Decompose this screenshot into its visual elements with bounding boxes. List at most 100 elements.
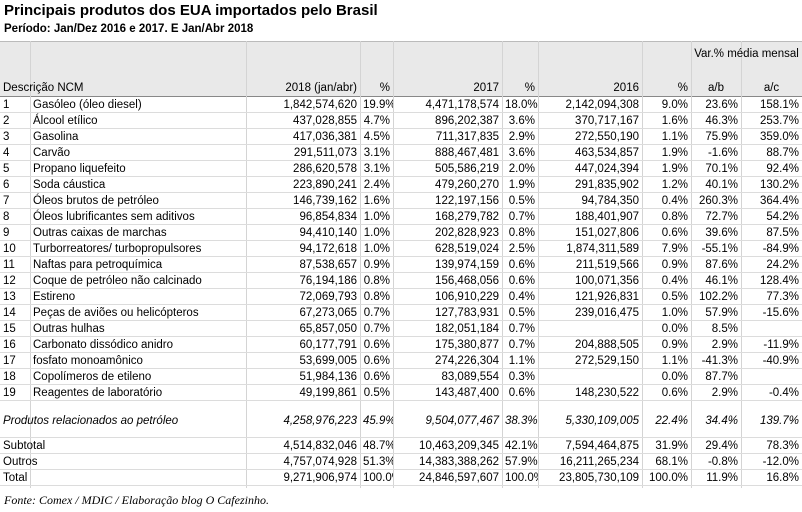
value-cell: 9,504,077,467	[425, 415, 499, 427]
value-cell: 505,586,219	[435, 163, 499, 175]
value-cell: -15.6%	[762, 307, 799, 319]
value-cell: 24.2%	[766, 259, 799, 271]
group-header: Var.% média mensal	[694, 48, 799, 60]
value-cell: 139,974,159	[435, 259, 499, 271]
value-cell: 151,027,806	[575, 227, 639, 239]
value-cell: 148,230,522	[575, 387, 639, 399]
value-cell: -55.1%	[701, 243, 738, 255]
value-cell: 437,028,855	[293, 115, 357, 127]
value-cell: 22.4%	[655, 415, 688, 427]
value-cell	[538, 369, 642, 385]
row-index: 14	[3, 307, 16, 319]
value-cell: 2,142,094,308	[565, 99, 639, 111]
value-cell: 3.6%	[508, 147, 535, 159]
column-header: a/b	[708, 82, 724, 94]
value-cell: 78.3%	[766, 440, 799, 452]
value-cell: 0.6%	[363, 371, 390, 383]
product-name: Outras caixas de marchas	[33, 227, 167, 239]
value-cell: 2.4%	[363, 179, 390, 191]
value-cell: 0.6%	[363, 339, 390, 351]
value-cell: 0.6%	[661, 227, 688, 239]
value-cell: 274,226,304	[435, 355, 499, 367]
value-cell: 45.9%	[363, 415, 393, 427]
value-cell: 204,888,505	[575, 339, 639, 351]
row-index: 10	[3, 243, 16, 255]
row-line	[0, 240, 802, 241]
row-index: 2	[3, 115, 10, 127]
value-cell: 34.4%	[705, 415, 738, 427]
row-index: 8	[3, 211, 10, 223]
value-cell: 4,471,178,574	[425, 99, 499, 111]
value-cell: 370,717,167	[575, 115, 639, 127]
value-cell: 0.7%	[508, 211, 535, 223]
row-index: 6	[3, 179, 10, 191]
row-line	[0, 208, 802, 209]
value-cell: 0.4%	[661, 275, 688, 287]
value-cell: 0.5%	[508, 307, 535, 319]
value-cell: 447,024,394	[575, 163, 639, 175]
value-cell: 130.2%	[759, 179, 799, 191]
value-cell: 75.9%	[705, 131, 738, 143]
value-cell: 38.3%	[505, 415, 538, 427]
column-header: 2017	[473, 82, 499, 94]
value-cell: 94,410,140	[299, 227, 357, 239]
value-cell: -11.9%	[763, 339, 799, 351]
value-cell: 888,467,481	[435, 147, 499, 159]
value-cell: 1.6%	[661, 115, 688, 127]
column-header: %	[379, 82, 390, 94]
value-cell: 83,089,554	[441, 371, 499, 383]
row-index: 11	[3, 259, 15, 271]
value-cell: 40.1%	[705, 179, 738, 191]
grid-line	[538, 41, 539, 488]
value-cell: 479,260,270	[435, 179, 499, 191]
value-cell: 0.6%	[508, 387, 535, 399]
value-cell: 16,211,265,234	[559, 456, 639, 468]
value-cell: 39.6%	[705, 227, 738, 239]
value-cell: -41.3%	[701, 355, 738, 367]
value-cell: 0.9%	[661, 259, 688, 271]
product-name: Propano liquefeito	[33, 163, 126, 175]
value-cell: -0.4%	[768, 387, 799, 399]
value-cell: 272,529,150	[575, 355, 639, 367]
value-cell: 76,194,186	[299, 275, 357, 287]
value-cell: 1.1%	[661, 131, 688, 143]
row-index: 19	[3, 387, 16, 399]
value-cell: 57.9%	[505, 456, 538, 468]
value-cell: 0.8%	[508, 227, 535, 239]
value-cell: 4,757,074,928	[283, 456, 357, 468]
value-cell: 260.3%	[698, 195, 738, 207]
value-cell: -40.9%	[762, 355, 799, 367]
value-cell: 0.8%	[363, 275, 390, 287]
value-cell: 359.0%	[759, 131, 799, 143]
row-index: 13	[3, 291, 16, 303]
value-cell: 100.0%	[505, 472, 538, 484]
row-line	[0, 336, 802, 337]
value-cell: 48.7%	[363, 440, 393, 452]
row-line	[0, 272, 802, 273]
value-cell: 0.5%	[508, 195, 535, 207]
column-header: 2016	[613, 82, 639, 94]
value-cell: 87,538,657	[299, 259, 357, 271]
value-cell: 139.7%	[759, 415, 799, 427]
value-cell: 2.5%	[508, 243, 535, 255]
product-name: Álcool etílico	[33, 115, 98, 127]
value-cell: 122,197,156	[435, 195, 499, 207]
row-line	[0, 256, 802, 257]
row-index: 15	[3, 323, 16, 335]
row-index: 5	[3, 163, 10, 175]
value-cell: 7.9%	[661, 243, 688, 255]
product-name: Reagentes de laboratório	[33, 387, 163, 399]
value-cell: 158.1%	[759, 99, 799, 111]
value-cell: 3.1%	[363, 163, 390, 175]
value-cell: 143,487,400	[435, 387, 499, 399]
value-cell: 4.7%	[363, 115, 390, 127]
value-cell: 18.0%	[505, 99, 538, 111]
grid-line	[502, 41, 503, 488]
product-name: Óleos lubrificantes sem aditivos	[33, 211, 195, 223]
value-cell: 4,258,976,223	[283, 415, 357, 427]
row-line	[0, 469, 802, 470]
value-cell: 31.9%	[655, 440, 688, 452]
value-cell: 23,805,730,109	[559, 472, 639, 484]
value-cell: 0.6%	[661, 387, 688, 399]
value-cell: 102.2%	[698, 291, 738, 303]
